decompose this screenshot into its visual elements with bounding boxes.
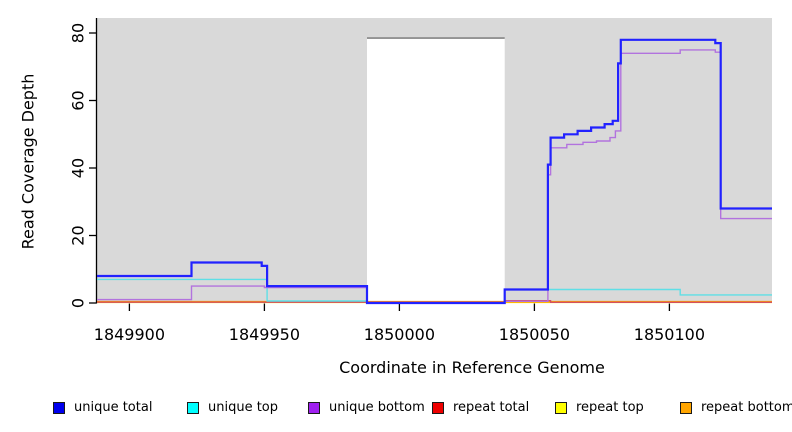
legend-item-unique-bottom: unique bottom xyxy=(308,399,425,417)
y-tick-label: 60 xyxy=(69,90,88,110)
legend-item-unique-total: unique total xyxy=(53,399,152,417)
legend: unique total unique top unique bottom repea… xyxy=(0,399,792,421)
legend-swatch-unique-bottom xyxy=(308,402,320,414)
y-axis-title-text: Read Coverage Depth xyxy=(18,73,38,250)
x-axis-title: Coordinate in Reference Genome xyxy=(0,358,792,377)
x-tick-label: 1850100 xyxy=(634,325,705,344)
legend-label: unique total xyxy=(74,400,153,415)
x-tick-label: 1850000 xyxy=(364,325,435,344)
legend-label: repeat total xyxy=(453,400,530,415)
x-tick-label: 1849950 xyxy=(229,325,300,344)
legend-swatch-unique-top xyxy=(187,402,199,414)
gap-region xyxy=(367,38,505,303)
legend-item-unique-top: unique top xyxy=(187,399,278,417)
legend-item-repeat-total: repeat total xyxy=(432,399,529,417)
legend-swatch-repeat-bottom xyxy=(680,402,692,414)
x-tick-label: 1850050 xyxy=(499,325,570,344)
legend-label: unique bottom xyxy=(329,400,425,415)
legend-label: repeat top xyxy=(576,400,644,415)
series-line-unique-total xyxy=(97,38,772,305)
legend-swatch-unique-total xyxy=(53,402,65,414)
y-tick-label: 20 xyxy=(69,225,88,245)
x-axis-title-text: Coordinate in Reference Genome xyxy=(339,358,605,377)
y-tick-label: 40 xyxy=(69,158,88,178)
legend-item-repeat-bottom: repeat bottom xyxy=(680,399,792,417)
legend-label: repeat bottom xyxy=(701,400,792,415)
legend-swatch-repeat-top xyxy=(555,402,567,414)
legend-item-repeat-top: repeat top xyxy=(555,399,644,417)
y-tick-label: 80 xyxy=(69,23,88,43)
x-tick-label: 1849900 xyxy=(94,325,165,344)
y-tick-label: 0 xyxy=(69,298,88,308)
legend-label: unique top xyxy=(208,400,279,415)
legend-swatch-repeat-total xyxy=(432,402,444,414)
y-axis-title: Read Coverage Depth xyxy=(19,57,38,267)
